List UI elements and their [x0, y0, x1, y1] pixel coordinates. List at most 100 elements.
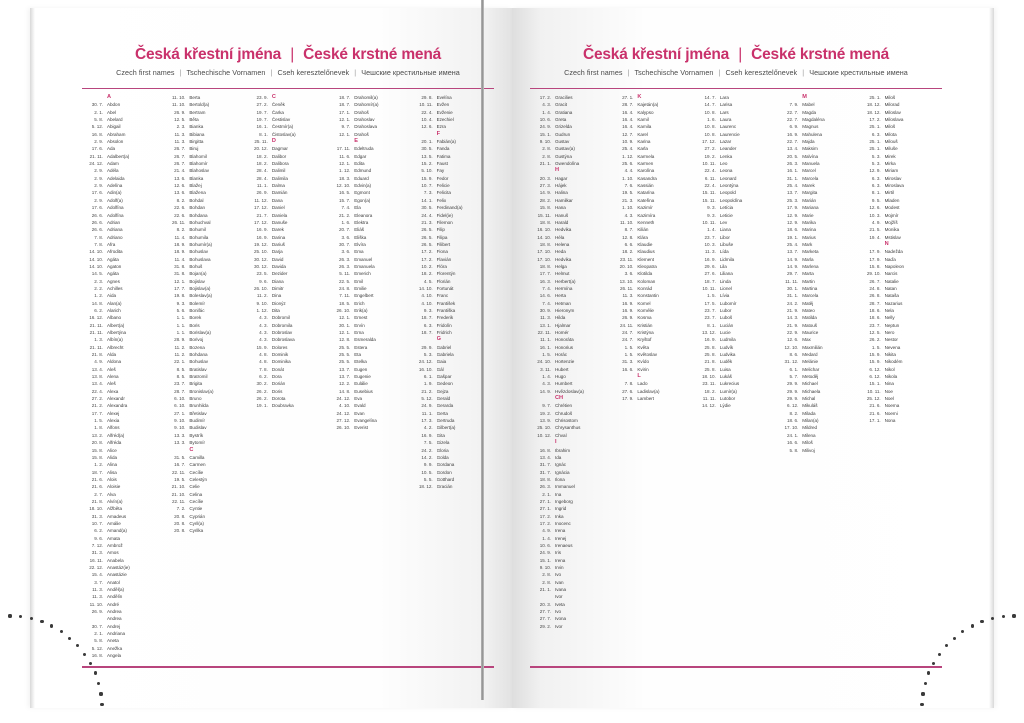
name-cell-empty [637, 439, 694, 446]
name-cell: Naďa [884, 256, 896, 262]
name-cell: Dominika [271, 359, 291, 365]
date-cell: 18. 8. [539, 241, 551, 247]
date-cell-empty [860, 505, 881, 512]
name-cell-empty [189, 571, 246, 578]
name-cell: Klára [637, 234, 648, 240]
name-cell: Boris [189, 322, 200, 328]
date-cell: 1. 5. [624, 352, 634, 358]
name-cell: Irenaeus [555, 542, 573, 548]
name-cell-empty [802, 476, 859, 483]
date-cell-empty [860, 571, 881, 578]
name-cell: Inka [555, 513, 564, 519]
name-cell: Gloria [436, 447, 449, 453]
name-cell: Gita [436, 432, 445, 438]
date-cell-empty [329, 535, 350, 542]
date-cell: 21. 9. [786, 322, 799, 328]
name-cell-empty [885, 527, 942, 534]
name-cell: Agáta [107, 271, 119, 277]
name-cell: Koloman [637, 278, 656, 284]
name-cell: Klaudius [637, 249, 655, 255]
name-cell: Čistoslav(a) [271, 131, 296, 137]
name-cell: Běta [189, 117, 199, 123]
date-cell: 20. 10. [619, 263, 634, 269]
name-cell: Milan(a) [802, 418, 819, 424]
name-cell-empty [354, 608, 411, 615]
date-cell: 6. 3. [871, 183, 881, 189]
name-cell: Fidel(ie) [436, 212, 453, 218]
date-cell: 4. 2. [423, 425, 433, 431]
name-cell: Hieronym [555, 307, 575, 313]
date-cell: 19. 5. [622, 190, 634, 196]
name-cell: Cyril(a) [189, 520, 204, 526]
name-cell: Gustav [555, 139, 570, 145]
name-cell: Ibrahim [555, 447, 571, 453]
name-cell: Kristýna [637, 330, 654, 335]
subtitle-german: Tschechische Vornamen [634, 68, 714, 77]
date-cell: 18. 8. [539, 263, 551, 269]
name-cell-empty [720, 417, 777, 424]
date-cell: 18. 9. [174, 241, 186, 247]
right-page: Česká křestní jména | České krstné mená … [512, 8, 994, 708]
date-cell-empty [412, 535, 433, 542]
name-cell: Inocenc [555, 520, 571, 526]
date-cell: 26. 10. [254, 285, 268, 291]
date-cell-empty [247, 564, 268, 571]
name-cell-empty [272, 608, 329, 615]
name-cell: Alois [107, 476, 117, 482]
date-cell-empty [777, 542, 798, 549]
name-cell: Konrád [637, 285, 652, 291]
date-cell: 25. 1. [869, 146, 881, 152]
date-cell: 5. 6. [176, 307, 186, 313]
name-cell: Alva [107, 491, 116, 497]
date-cell: 19. 1. [256, 403, 268, 409]
name-cell: Fanda [436, 146, 450, 152]
date-cell: 21. 6. [869, 403, 881, 409]
name-cell-empty [885, 461, 942, 468]
name-cell-empty [437, 637, 494, 644]
date-cell: 29. 9. [421, 344, 433, 350]
date-cell: 8. 2. [176, 197, 186, 203]
date-cell-empty [247, 491, 268, 498]
name-cell-empty [637, 645, 694, 652]
name-cell: Honoráta [555, 337, 574, 343]
name-cell-empty [637, 542, 694, 549]
name-cell: Anastáz(ie) [107, 565, 130, 570]
name-cell-empty [885, 476, 942, 483]
name-cell-empty [720, 579, 777, 586]
name-cell-empty [637, 483, 694, 490]
date-cell: 27. 1. [174, 410, 186, 416]
name-cell: Agnes [107, 278, 120, 284]
date-cell-empty [247, 461, 268, 468]
subtitle-english: Czech first names [116, 68, 175, 77]
date-cell: 2. 8. [542, 572, 551, 578]
date-cell: 21. 3. [622, 197, 634, 203]
name-cell-empty [720, 586, 777, 593]
date-cell: 26. 9. [622, 315, 634, 321]
name-cell-empty [720, 601, 777, 608]
date-cell: 13. 4. [786, 146, 799, 152]
name-cell-empty [437, 564, 494, 571]
date-cell-empty [329, 513, 350, 520]
name-cell: Andrej [107, 623, 121, 629]
right-name-columns: 17. 2. 4. 3. 1. 4. 10. 6. 24. 9. 15. 1. 9. 10.… [530, 94, 942, 660]
name-cell-empty [272, 535, 329, 542]
name-cell: Bohuslav [189, 249, 208, 255]
name-cell-empty [885, 505, 942, 512]
date-cell: 28. 9. [174, 337, 186, 343]
name-cell: Bruno [189, 396, 202, 402]
name-cell: Eleanora [354, 212, 373, 218]
name-cell: Kryštof [637, 337, 652, 343]
name-cell-empty [354, 557, 411, 564]
date-cell: 23. 7. [704, 315, 716, 321]
date-cell-empty [412, 542, 433, 549]
date-cell-empty [329, 549, 350, 556]
date-cell: 7. 8. [259, 366, 268, 372]
date-cell-empty [247, 623, 268, 630]
date-cell: 15. 9. [421, 175, 433, 181]
date-cell-empty [777, 593, 798, 600]
name-cell: Laurencie [719, 131, 740, 137]
date-cell: 1. 1. [176, 330, 186, 335]
date-cell: 26. 9. [174, 109, 186, 115]
name-cell-empty [272, 498, 329, 505]
date-cell: 21. 2. [338, 212, 351, 218]
